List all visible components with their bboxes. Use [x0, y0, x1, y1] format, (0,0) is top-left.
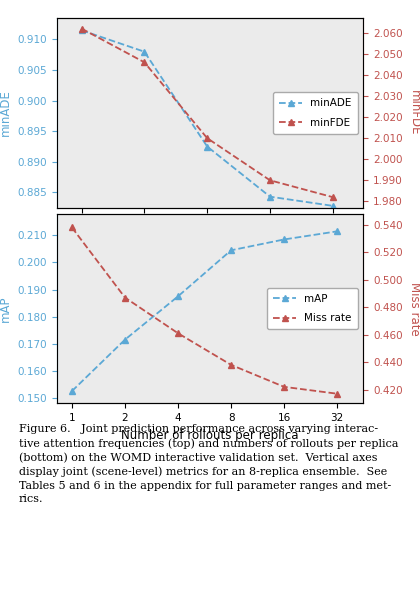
Legend: mAP, Miss rate: mAP, Miss rate	[267, 288, 358, 329]
Legend: minADE, minFDE: minADE, minFDE	[273, 92, 358, 134]
X-axis label: Interactive attention frequency (Hz): Interactive attention frequency (Hz)	[104, 233, 316, 246]
Y-axis label: minADE: minADE	[0, 90, 12, 136]
Text: Figure 6.   Joint prediction performance across varying interac-
tive attention : Figure 6. Joint prediction performance a…	[19, 424, 399, 504]
Y-axis label: mAP: mAP	[0, 295, 12, 322]
Y-axis label: Miss rate: Miss rate	[408, 282, 420, 335]
Y-axis label: minFDE: minFDE	[408, 90, 420, 135]
X-axis label: Number of rollouts per replica: Number of rollouts per replica	[121, 429, 299, 442]
